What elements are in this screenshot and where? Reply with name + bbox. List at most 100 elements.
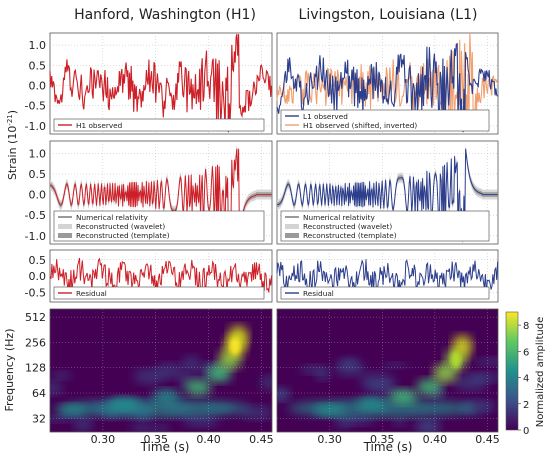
heatmap-noise-patch [338, 357, 359, 370]
y-tick-label: -1.0 [25, 120, 46, 133]
y-tick-label: 1.0 [29, 147, 47, 160]
legend-label: Reconstructed (template) [303, 231, 397, 240]
legend-label: Numerical relativity [76, 213, 148, 222]
y-tick-label: 0.0 [29, 189, 47, 202]
legend-label: Numerical relativity [303, 213, 375, 222]
chirp-blob [356, 396, 387, 411]
time-tick-label: 0.45 [249, 433, 274, 446]
frequency-tick-label: 128 [25, 362, 46, 375]
colorbar-tick-label: 0 [523, 426, 529, 437]
strain-axis-label: Strain (10-21) [6, 110, 19, 180]
time-tick-label: 0.45 [475, 433, 500, 446]
heatmap-noise-patch [154, 424, 170, 432]
colorbar [505, 311, 519, 431]
heatmap-noise-patch [73, 416, 93, 432]
heatmap-noise-patch [129, 423, 157, 432]
colorbar-ticks: 8 6 4 2 0 [518, 321, 529, 437]
title-right: Livingston, Louisiana (L1) [299, 7, 478, 23]
time-axis-label-right: Time (s) [363, 440, 413, 454]
heatmap-noise-patch [334, 414, 353, 429]
heatmap-noise-patch [366, 381, 396, 393]
chirp-blob [313, 404, 346, 417]
legend-swatch [58, 224, 72, 229]
frequency-tick-label: 32 [32, 412, 46, 425]
legend-swatch [285, 233, 299, 238]
frequency-axis-label: Frequency (Hz) [3, 329, 16, 412]
colorbar-tick-label: 6 [523, 347, 529, 358]
heatmap-noise-patch [393, 417, 407, 427]
h1-residual-line [49, 257, 273, 295]
heatmap-noise-patch [181, 414, 219, 427]
legend-swatch [285, 224, 299, 229]
legend-box [280, 210, 490, 242]
chirp-blob [184, 379, 212, 396]
heatmap-noise-patch [381, 362, 408, 369]
y-tick-label: 0.5 [29, 168, 47, 181]
numerical-relativity-line [49, 148, 272, 235]
legend-swatch [58, 233, 72, 238]
chirp-blob [389, 388, 418, 405]
frequency-tick-label: 512 [25, 311, 46, 324]
axes-layer: 1.0 0.5 0.0 -0.5 -1.0 1.0 0.5 0.0 -0.5 -1.0 0.5 0.0… [25, 39, 500, 446]
y-tick-label: 0.0 [29, 270, 47, 283]
time-axis-label: Time (s) [140, 440, 190, 454]
legend-box [280, 286, 490, 300]
panels-layer [49, 32, 499, 303]
strain-label-close: ) [6, 110, 19, 114]
heatmap-noise-patch [133, 368, 166, 385]
legend-box [53, 210, 265, 242]
y-tick-label: -0.5 [25, 209, 46, 222]
legend-label: H1 observed (shifted, inverted) [303, 121, 417, 130]
y-tick-label: 0.0 [29, 80, 47, 93]
heatmap-noise-patch [50, 415, 78, 423]
heatmap-noise-patch [453, 374, 489, 391]
legend-label: Reconstructed (wavelet) [76, 222, 165, 231]
time-tick-label: 0.30 [91, 433, 116, 446]
time-tick-label: 0.40 [196, 433, 221, 446]
time-tick-label: 0.35 [370, 433, 395, 446]
time-tick-label: 0.35 [143, 433, 168, 446]
colorbar-tick-label: 4 [523, 374, 529, 385]
strain-label-exponent: -21 [6, 114, 14, 125]
heatmap-noise-patch [418, 421, 440, 432]
h1-observed-line [49, 33, 273, 133]
colorbar-tick-label: 8 [523, 321, 529, 332]
y-tick-label: -1.0 [25, 230, 46, 243]
chirp-blob [206, 364, 232, 383]
heatmap-noise-patch [259, 375, 272, 390]
legend-label: Reconstructed (template) [76, 231, 170, 240]
heatmap-noise-patch [50, 381, 63, 395]
legend-label: Residual [303, 289, 334, 298]
legend-box [53, 286, 265, 300]
time-tick-label: 0.30 [317, 433, 342, 446]
chirp-blob [108, 396, 140, 411]
heatmap-noise-patch [182, 355, 201, 374]
frequency-tick-label: 64 [32, 387, 46, 400]
legend-label: L1 observed [303, 112, 348, 121]
time-tick-label: 0.40 [423, 433, 448, 446]
chirp-blob [55, 404, 88, 417]
legend-box [280, 109, 490, 132]
heatmaps-layer [49, 308, 499, 433]
colorbar-tick-label: 2 [523, 400, 529, 411]
l1-residual-line [276, 259, 499, 295]
heatmap-noise-patch [277, 386, 290, 401]
y-tick-label: -0.5 [25, 100, 46, 113]
y-tick-label: 0.5 [29, 254, 47, 267]
chirp-peak [230, 337, 240, 356]
heatmap-frame [49, 308, 273, 433]
heatmap-blobs [50, 325, 272, 432]
strain-label-text: Strain (10 [6, 126, 19, 180]
y-tick-label: 0.5 [29, 59, 47, 72]
heatmap-frame [276, 308, 499, 433]
chirp-blob [152, 389, 181, 405]
title-left: Hanford, Washington (H1) [74, 7, 256, 23]
legend-label: H1 observed [76, 121, 122, 130]
chirp-blob [416, 378, 443, 396]
legend-label: Reconstructed (wavelet) [303, 222, 392, 231]
legend-box [53, 118, 265, 132]
y-tick-label: -0.5 [25, 286, 46, 299]
